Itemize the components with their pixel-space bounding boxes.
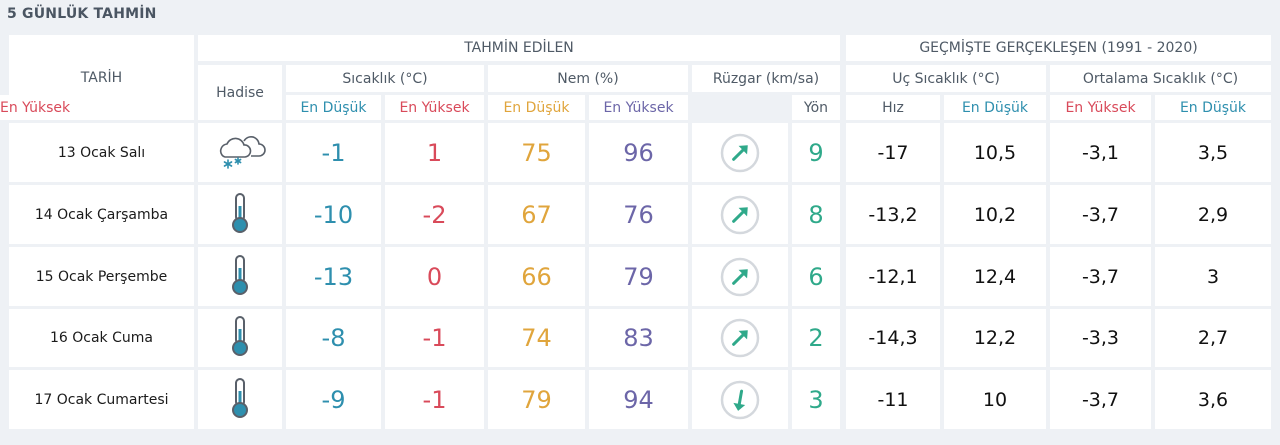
weather-event-cell bbox=[198, 309, 282, 367]
average-max-header: En Yüksek bbox=[0, 95, 71, 120]
extreme-min-value: -11 bbox=[846, 370, 940, 429]
extreme-temperature-header: Uç Sıcaklık (°C) bbox=[846, 65, 1046, 92]
average-min-value: -3,1 bbox=[1050, 123, 1151, 182]
temp-min-value: -1 bbox=[286, 123, 381, 182]
wind-header: Rüzgar (km/sa) bbox=[692, 65, 840, 92]
northeast-arrow-icon bbox=[719, 256, 761, 298]
wind-direction-cell bbox=[692, 123, 788, 182]
extreme-min-value: -12,1 bbox=[846, 247, 940, 306]
average-min-value: -3,3 bbox=[1050, 309, 1151, 367]
temp-min-value: -13 bbox=[286, 247, 381, 306]
humidity-max-header: En Yüksek bbox=[589, 95, 688, 120]
average-min-header: En Düşük bbox=[1155, 95, 1271, 120]
average-min-value: -3,7 bbox=[1050, 247, 1151, 306]
weather-event-cell bbox=[198, 247, 282, 306]
thermometer-icon bbox=[229, 377, 251, 423]
humidity-min-value: 75 bbox=[488, 123, 585, 182]
temp-max-value: -1 bbox=[385, 309, 484, 367]
extreme-max-header: En Yüksek bbox=[1050, 95, 1151, 120]
wind-direction-cell bbox=[692, 185, 788, 244]
extreme-max-value: 10,2 bbox=[944, 185, 1046, 244]
temp-min-header: En Düşük bbox=[286, 95, 381, 120]
wind-speed-value: 6 bbox=[792, 247, 840, 306]
average-min-value: -3,7 bbox=[1050, 370, 1151, 429]
south-arrow-icon bbox=[719, 379, 761, 421]
weather-event-cell bbox=[198, 370, 282, 429]
extreme-max-value: 12,2 bbox=[944, 309, 1046, 367]
temp-min-value: -8 bbox=[286, 309, 381, 367]
average-temperature-header: Ortalama Sıcaklık (°C) bbox=[1050, 65, 1271, 92]
event-column-header: Hadise bbox=[198, 65, 282, 120]
average-max-value: 3,6 bbox=[1155, 370, 1271, 429]
humidity-max-value: 76 bbox=[589, 185, 688, 244]
northeast-arrow-icon bbox=[719, 132, 761, 174]
date-cell: 16 Ocak Cuma bbox=[9, 309, 194, 367]
humidity-min-value: 66 bbox=[488, 247, 585, 306]
average-max-value: 3 bbox=[1155, 247, 1271, 306]
average-max-value: 2,9 bbox=[1155, 185, 1271, 244]
humidity-max-value: 83 bbox=[589, 309, 688, 367]
temp-min-value: -10 bbox=[286, 185, 381, 244]
temp-max-value: 0 bbox=[385, 247, 484, 306]
average-min-value: -3,7 bbox=[1050, 185, 1151, 244]
northeast-arrow-icon bbox=[719, 317, 761, 359]
section-title: 5 GÜNLÜK TAHMİN bbox=[7, 6, 157, 22]
temp-max-header: En Yüksek bbox=[385, 95, 484, 120]
thermometer-icon bbox=[229, 315, 251, 361]
thermometer-icon bbox=[229, 254, 251, 300]
humidity-min-header: En Düşük bbox=[488, 95, 585, 120]
northeast-arrow-icon bbox=[719, 194, 761, 236]
thermometer-icon bbox=[229, 192, 251, 238]
extreme-max-value: 10,5 bbox=[944, 123, 1046, 182]
temp-max-value: -1 bbox=[385, 370, 484, 429]
wind-direction-cell bbox=[692, 247, 788, 306]
date-cell: 15 Ocak Perşembe bbox=[9, 247, 194, 306]
weather-event-cell bbox=[198, 185, 282, 244]
wind-direction-header: Yön bbox=[792, 95, 840, 120]
temp-max-value: 1 bbox=[385, 123, 484, 182]
humidity-max-value: 79 bbox=[589, 247, 688, 306]
extreme-max-value: 12,4 bbox=[944, 247, 1046, 306]
temperature-header: Sıcaklık (°C) bbox=[286, 65, 484, 92]
temp-max-value: -2 bbox=[385, 185, 484, 244]
wind-speed-value: 3 bbox=[792, 370, 840, 429]
extreme-min-header: En Düşük bbox=[944, 95, 1046, 120]
humidity-max-value: 96 bbox=[589, 123, 688, 182]
date-cell: 14 Ocak Çarşamba bbox=[9, 185, 194, 244]
humidity-min-value: 79 bbox=[488, 370, 585, 429]
humidity-min-value: 67 bbox=[488, 185, 585, 244]
temp-min-value: -9 bbox=[286, 370, 381, 429]
wind-speed-header: Hız bbox=[846, 95, 940, 120]
cloud-snow-icon bbox=[214, 131, 266, 175]
wind-speed-value: 8 bbox=[792, 185, 840, 244]
extreme-min-value: -13,2 bbox=[846, 185, 940, 244]
weather-event-cell bbox=[198, 123, 282, 182]
date-cell: 13 Ocak Salı bbox=[9, 123, 194, 182]
extreme-min-value: -17 bbox=[846, 123, 940, 182]
forecast-group-header: TAHMİN EDİLEN bbox=[198, 35, 840, 61]
average-max-value: 3,5 bbox=[1155, 123, 1271, 182]
date-cell: 17 Ocak Cumartesi bbox=[9, 370, 194, 429]
wind-speed-value: 2 bbox=[792, 309, 840, 367]
extreme-min-value: -14,3 bbox=[846, 309, 940, 367]
wind-direction-cell bbox=[692, 309, 788, 367]
humidity-max-value: 94 bbox=[589, 370, 688, 429]
average-max-value: 2,7 bbox=[1155, 309, 1271, 367]
history-group-header: GEÇMİŞTE GERÇEKLEŞEN (1991 - 2020) bbox=[846, 35, 1271, 61]
humidity-header: Nem (%) bbox=[488, 65, 688, 92]
wind-direction-cell bbox=[692, 370, 788, 429]
humidity-min-value: 74 bbox=[488, 309, 585, 367]
extreme-max-value: 10 bbox=[944, 370, 1046, 429]
wind-speed-value: 9 bbox=[792, 123, 840, 182]
